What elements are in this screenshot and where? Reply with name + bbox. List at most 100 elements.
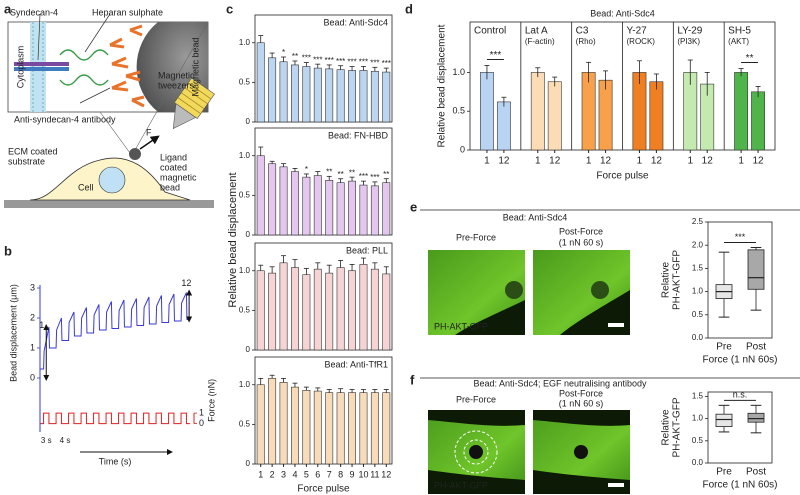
bar (370, 392, 379, 465)
annotation: 4 s (60, 436, 71, 445)
syndecan-core (14, 62, 69, 66)
x-tick-label: 1 (738, 156, 744, 167)
schematic-label: Ligand (160, 152, 187, 162)
schematic-label: Anti-syndecan-4 antibody (14, 114, 116, 124)
x-axis-label: Time (s) (99, 456, 132, 466)
significance: *** (735, 232, 746, 242)
significance: *** (347, 58, 356, 67)
bar (734, 72, 749, 151)
y-tick-label: 0.0 (692, 458, 704, 467)
significance: *** (382, 59, 391, 68)
schematic-label: ECM coated (8, 146, 58, 156)
x-axis-label: Force pulse (297, 484, 350, 495)
x-tick-label: 12 (600, 156, 612, 167)
panel-label: b (4, 243, 12, 258)
significance: *** (370, 173, 379, 182)
y-tick-label: 0 (246, 345, 251, 354)
x-tick-label: 12 (702, 156, 714, 167)
bar (256, 384, 265, 465)
x-tick-label: 1 (535, 156, 541, 167)
image-label: (1 nN 60 s) (559, 237, 604, 247)
image-label: (1 nN 60 s) (559, 398, 604, 408)
panel-label: f (410, 372, 415, 387)
force-arrow (139, 135, 160, 150)
schematic-label: F (146, 127, 152, 137)
x-tick-label: 9 (350, 469, 355, 479)
x-tick-label: 10 (358, 469, 368, 479)
y-axis-label: Relative bead displacement (227, 172, 239, 307)
syndecan-core (14, 67, 69, 71)
panel-frame (254, 14, 393, 123)
bar (302, 66, 311, 123)
x-tick-label: 1 (637, 156, 643, 167)
x-tick-label: 4 (292, 469, 297, 479)
y-tick-label: 1.0 (692, 414, 704, 423)
significance: *** (490, 50, 502, 61)
panel-label: a (4, 1, 12, 16)
group-note: (AKT) (728, 37, 749, 46)
bar (336, 182, 345, 236)
group-name: Lat A (525, 26, 548, 37)
schematic-label: Heparan sulphate (92, 7, 163, 17)
group-name: LY-29 (677, 26, 702, 37)
y-axis-label: PH-AKT-GFP (672, 250, 683, 310)
bar (359, 392, 368, 465)
bar (302, 274, 311, 351)
bar (370, 268, 379, 351)
image-label: Post-Force (559, 388, 603, 398)
x-tick-label: 6 (315, 469, 320, 479)
y-tick-label: 0.0 (692, 333, 704, 342)
significance: ** (338, 170, 344, 179)
bar (279, 61, 288, 123)
bar (348, 270, 356, 351)
x-tick-label: 1 (687, 156, 693, 167)
micrograph (533, 250, 630, 335)
panel-frame (707, 391, 773, 464)
pointer (79, 87, 111, 104)
group-note: (Rho) (576, 37, 596, 46)
micrograph: PH-AKT-GFP (428, 250, 525, 335)
schematic-label: substrate (8, 156, 45, 166)
bar (370, 70, 379, 123)
box (747, 412, 765, 423)
significance: ** (349, 168, 355, 177)
y-tick-label: 3 (30, 282, 35, 292)
scale-bar (608, 483, 624, 487)
bar (256, 42, 265, 123)
bar (279, 382, 288, 465)
bar (382, 392, 391, 465)
y-tick-label: 1.0 (692, 287, 704, 296)
significance: * (305, 165, 308, 174)
x-axis-label: Force (1 nN 60s) (702, 480, 777, 491)
panel-label: d (405, 1, 413, 16)
antibody (109, 24, 145, 108)
group-note: (PI3K) (677, 37, 700, 46)
bar (325, 392, 334, 465)
schematic-label: Cell (78, 182, 94, 192)
x-tick-label: 3 (281, 469, 286, 479)
bar (279, 166, 288, 236)
bar (313, 175, 322, 236)
x-tick-label: Post (746, 342, 766, 353)
bar (268, 272, 277, 351)
bar (530, 72, 545, 151)
nucleus (98, 166, 126, 194)
y-tick-label: 1 (30, 342, 35, 352)
zoom-line (99, 111, 131, 154)
bar (325, 180, 334, 236)
panel-frame (254, 356, 393, 465)
panel-label: e (410, 199, 417, 214)
panel-label: c (226, 1, 233, 16)
bar (256, 270, 265, 351)
bar (348, 180, 356, 236)
box (747, 249, 765, 290)
y-axis-label: Bead displacement (μm) (8, 284, 18, 382)
significance: *** (359, 172, 368, 181)
y-tick-label: 0 (246, 459, 251, 468)
y-tick-label: 0.5 (239, 77, 251, 86)
schematic-label: bead (160, 182, 180, 192)
y-tick-label: 1.0 (239, 380, 251, 389)
image-label: Pre-Force (456, 232, 496, 242)
bar (291, 267, 299, 351)
